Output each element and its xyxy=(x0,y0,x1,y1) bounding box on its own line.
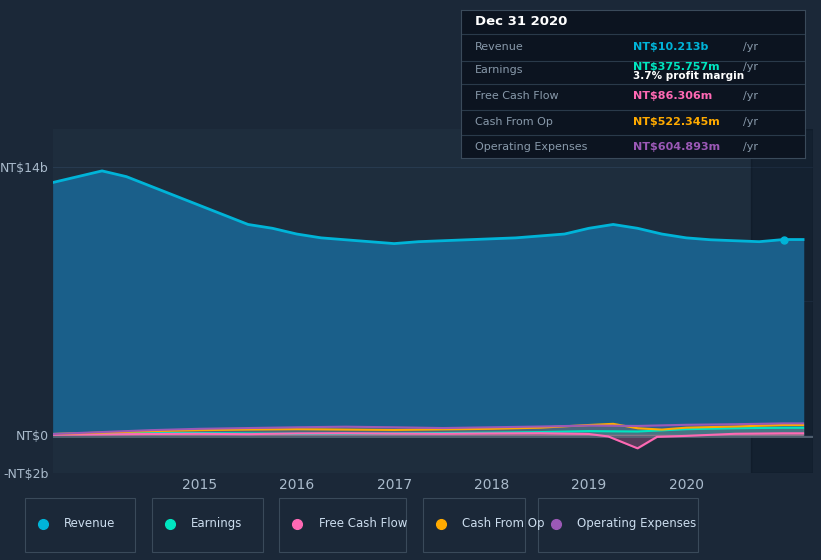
Text: NT$522.345m: NT$522.345m xyxy=(633,117,720,127)
Bar xyxy=(751,129,813,473)
Text: Revenue: Revenue xyxy=(64,517,116,530)
Bar xyxy=(279,498,406,552)
Text: /yr: /yr xyxy=(743,142,758,152)
Text: /yr: /yr xyxy=(743,117,758,127)
Text: Earnings: Earnings xyxy=(475,64,524,74)
Bar xyxy=(25,498,135,552)
Text: Operating Expenses: Operating Expenses xyxy=(475,142,588,152)
Text: /yr: /yr xyxy=(743,43,758,53)
Bar xyxy=(152,498,263,552)
Text: NT$375.757m: NT$375.757m xyxy=(633,62,720,72)
Text: Dec 31 2020: Dec 31 2020 xyxy=(475,15,567,28)
Text: NT$604.893m: NT$604.893m xyxy=(633,142,720,152)
Text: Earnings: Earnings xyxy=(191,517,243,530)
Bar xyxy=(423,498,525,552)
Bar xyxy=(538,498,698,552)
Text: Free Cash Flow: Free Cash Flow xyxy=(319,517,407,530)
Text: Cash From Op: Cash From Op xyxy=(462,517,544,530)
Text: NT$86.306m: NT$86.306m xyxy=(633,91,713,101)
Text: /yr: /yr xyxy=(743,91,758,101)
Text: Free Cash Flow: Free Cash Flow xyxy=(475,91,559,101)
Text: NT$10.213b: NT$10.213b xyxy=(633,43,709,53)
Text: 3.7% profit margin: 3.7% profit margin xyxy=(633,71,744,81)
Text: Revenue: Revenue xyxy=(475,43,524,53)
Text: /yr: /yr xyxy=(743,62,758,72)
Text: Operating Expenses: Operating Expenses xyxy=(577,517,696,530)
Text: Cash From Op: Cash From Op xyxy=(475,117,553,127)
